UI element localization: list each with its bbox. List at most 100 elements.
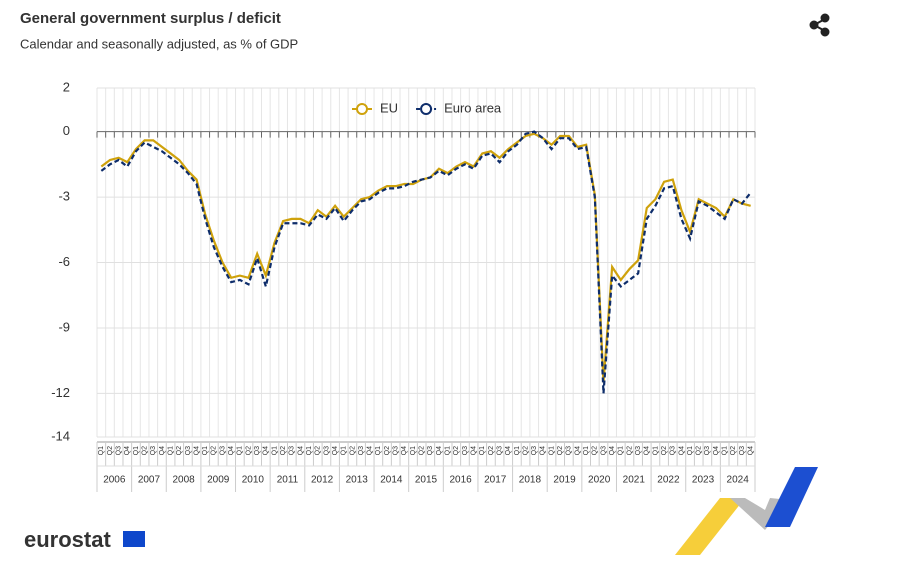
decor <box>675 498 745 555</box>
decor <box>765 467 818 527</box>
x-tick-label: Q1 <box>514 446 521 455</box>
x-tick-label: Q3 <box>185 446 192 455</box>
decor <box>730 498 790 530</box>
x-tick-label: Q1 <box>479 446 486 455</box>
x-tick-label: Q3 <box>496 446 503 455</box>
logo-flag <box>123 531 145 547</box>
x-tick-label: Q1 <box>202 446 209 455</box>
x-tick-label: Q3 <box>635 446 642 455</box>
y-tick-label: 0 <box>63 123 70 138</box>
x-tick-label: Q2 <box>696 446 703 455</box>
x-tick-label: Q4 <box>505 446 512 455</box>
x-tick-label: Q1 <box>375 446 382 455</box>
x-tick-label: Q2 <box>384 446 391 455</box>
x-tick-label: Q1 <box>618 446 625 455</box>
x-tick-label: Q1 <box>687 446 694 455</box>
chart-subtitle: Calendar and seasonally adjusted, as % o… <box>20 36 298 51</box>
x-tick-label: Q1 <box>444 446 451 455</box>
x-group-label: 2016 <box>450 475 473 486</box>
x-group-label: 2010 <box>242 475 265 486</box>
y-tick-label: -3 <box>58 189 70 204</box>
x-group-label: 2021 <box>623 475 646 486</box>
legend-marker <box>356 103 368 115</box>
legend-marker <box>420 103 433 115</box>
x-group-label: 2014 <box>380 475 403 486</box>
x-tick-label: Q2 <box>661 446 668 455</box>
x-tick-label: Q4 <box>263 446 270 455</box>
x-tick-label: Q3 <box>462 446 469 455</box>
x-tick-label: Q4 <box>159 446 166 455</box>
x-tick-label: Q4 <box>228 446 235 455</box>
y-tick-label: -6 <box>58 254 70 269</box>
x-tick-label: Q1 <box>341 446 348 455</box>
x-tick-label: Q2 <box>141 446 148 455</box>
x-tick-label: Q3 <box>670 446 677 455</box>
x-tick-label: Q1 <box>583 446 590 455</box>
x-tick-label: Q2 <box>522 446 529 455</box>
series-line <box>100 132 751 383</box>
x-group-label: 2013 <box>346 475 369 486</box>
x-tick-label: Q4 <box>574 446 581 455</box>
x-tick-label: Q3 <box>358 446 365 455</box>
x-tick-label: Q4 <box>540 446 547 455</box>
y-tick-label: -12 <box>51 385 70 400</box>
logo-text: eurostat <box>24 527 111 552</box>
x-tick-label: Q2 <box>730 446 737 455</box>
x-tick-label: Q4 <box>297 446 304 455</box>
y-tick-label: 2 <box>63 79 70 94</box>
x-tick-label: Q1 <box>722 446 729 455</box>
x-group-label: 2006 <box>103 475 126 486</box>
x-tick-label: Q1 <box>410 446 417 455</box>
x-tick-label: Q2 <box>419 446 426 455</box>
chart-title: General government surplus / deficit <box>20 10 281 27</box>
x-group-label: 2009 <box>207 475 230 486</box>
x-tick-label: Q2 <box>488 446 495 455</box>
x-tick-label: Q3 <box>254 446 261 455</box>
x-tick-label: Q3 <box>393 446 400 455</box>
x-tick-label: Q3 <box>704 446 711 455</box>
x-tick-label: Q4 <box>367 446 374 455</box>
legend-label: EU <box>380 100 398 115</box>
x-tick-label: Q3 <box>531 446 538 455</box>
x-tick-label: Q3 <box>289 446 296 455</box>
x-tick-label: Q3 <box>219 446 226 455</box>
x-tick-label: Q2 <box>280 446 287 455</box>
x-tick-label: Q1 <box>98 446 105 455</box>
x-tick-label: Q4 <box>332 446 339 455</box>
x-group-label: 2018 <box>519 475 542 486</box>
x-group-label: 2023 <box>692 475 715 486</box>
x-group-label: 2011 <box>277 475 299 486</box>
x-tick-label: Q4 <box>609 446 616 455</box>
x-group-label: 2007 <box>138 475 161 486</box>
x-tick-label: Q1 <box>271 446 278 455</box>
x-group-label: 2019 <box>553 475 576 486</box>
x-tick-label: Q1 <box>167 446 174 455</box>
series-line <box>100 130 752 394</box>
x-tick-label: Q4 <box>401 446 408 455</box>
x-tick-label: Q1 <box>237 446 244 455</box>
share-icon[interactable] <box>809 13 830 37</box>
x-tick-label: Q3 <box>150 446 157 455</box>
x-tick-label: Q3 <box>566 446 573 455</box>
x-tick-label: Q2 <box>211 446 218 455</box>
x-tick-label: Q4 <box>678 446 685 455</box>
x-group-label: 2015 <box>415 475 438 486</box>
x-tick-label: Q1 <box>133 446 140 455</box>
x-tick-label: Q2 <box>349 446 356 455</box>
x-tick-label: Q4 <box>748 446 755 455</box>
x-tick-label: Q3 <box>427 446 434 455</box>
x-tick-label: Q2 <box>176 446 183 455</box>
x-tick-label: Q3 <box>115 446 122 455</box>
x-group-label: 2024 <box>727 475 750 486</box>
x-tick-label: Q2 <box>245 446 252 455</box>
x-tick-label: Q2 <box>592 446 599 455</box>
x-tick-label: Q3 <box>739 446 746 455</box>
legend-label: Euro area <box>444 100 502 115</box>
y-tick-label: -14 <box>51 428 70 443</box>
x-group-label: 2017 <box>484 475 507 486</box>
x-tick-label: Q4 <box>193 446 200 455</box>
x-group-label: 2008 <box>172 475 195 486</box>
x-tick-label: Q2 <box>557 446 564 455</box>
x-tick-label: Q4 <box>644 446 651 455</box>
